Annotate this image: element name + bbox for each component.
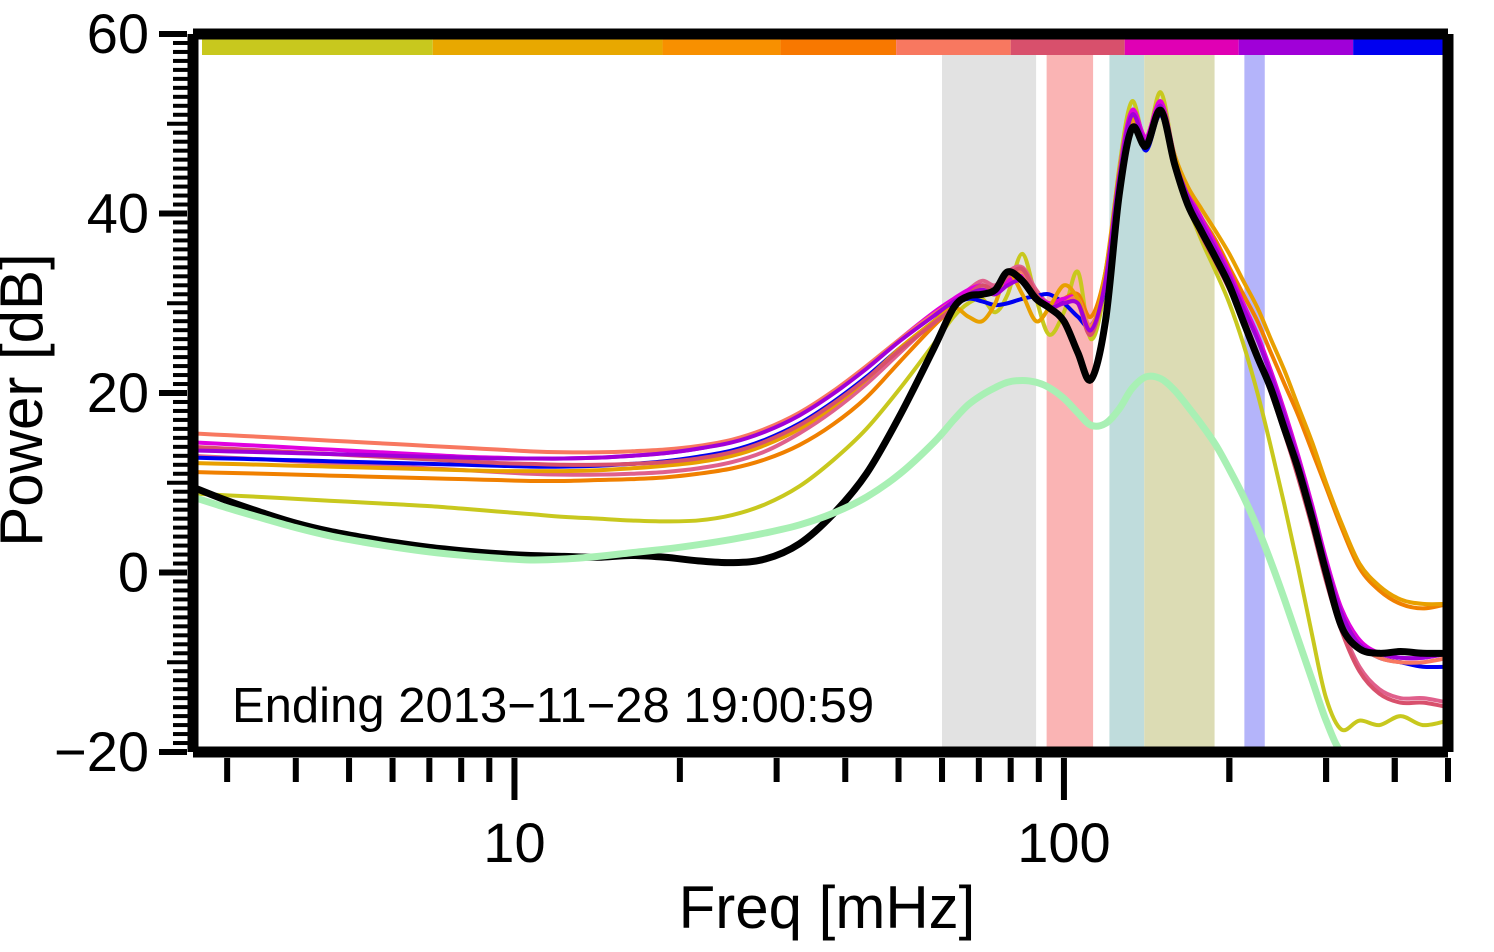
curve-gold-amber [193, 103, 1448, 607]
y-tick-label: 60 [87, 2, 149, 65]
band-gray [942, 54, 1037, 752]
colorbar-segment-0 [202, 38, 433, 55]
colorbar-segment-2 [662, 38, 781, 55]
colorbar-segment-7 [1238, 38, 1354, 55]
colorbar-segment-5 [1010, 38, 1125, 55]
x-tick-label: 100 [1017, 811, 1110, 874]
x-axis-label: Freq [mHz] [679, 874, 976, 941]
colorbar-segment-4 [896, 38, 1011, 55]
band-lavender [1244, 54, 1265, 752]
y-tick-label: 0 [118, 541, 149, 604]
y-tick-label: 20 [87, 361, 149, 424]
colorbar-segment-1 [432, 38, 663, 55]
curve-light-green [193, 372, 1448, 752]
curve-olive-yellow [193, 90, 1448, 733]
y-axis-label: Power [dB] [0, 253, 55, 546]
colorbar-segment-8 [1353, 38, 1448, 55]
band-khaki [1144, 54, 1215, 752]
colorbar-layer [202, 38, 1448, 55]
colorbar-segment-3 [780, 38, 897, 55]
axes-layer [159, 28, 1454, 800]
ending-timestamp-annotation: Ending 2013−11−28 19:00:59 [232, 679, 874, 733]
y-tick-label: −20 [54, 720, 149, 783]
colorbar-segment-6 [1124, 38, 1239, 55]
y-tick-label: 40 [87, 182, 149, 245]
tick-labels-layer: 60 40 20 0 −20 10 100 [54, 2, 1111, 874]
x-tick-label: 10 [483, 811, 545, 874]
curve-black-reference [193, 106, 1448, 657]
data-curves-layer [193, 90, 1448, 752]
